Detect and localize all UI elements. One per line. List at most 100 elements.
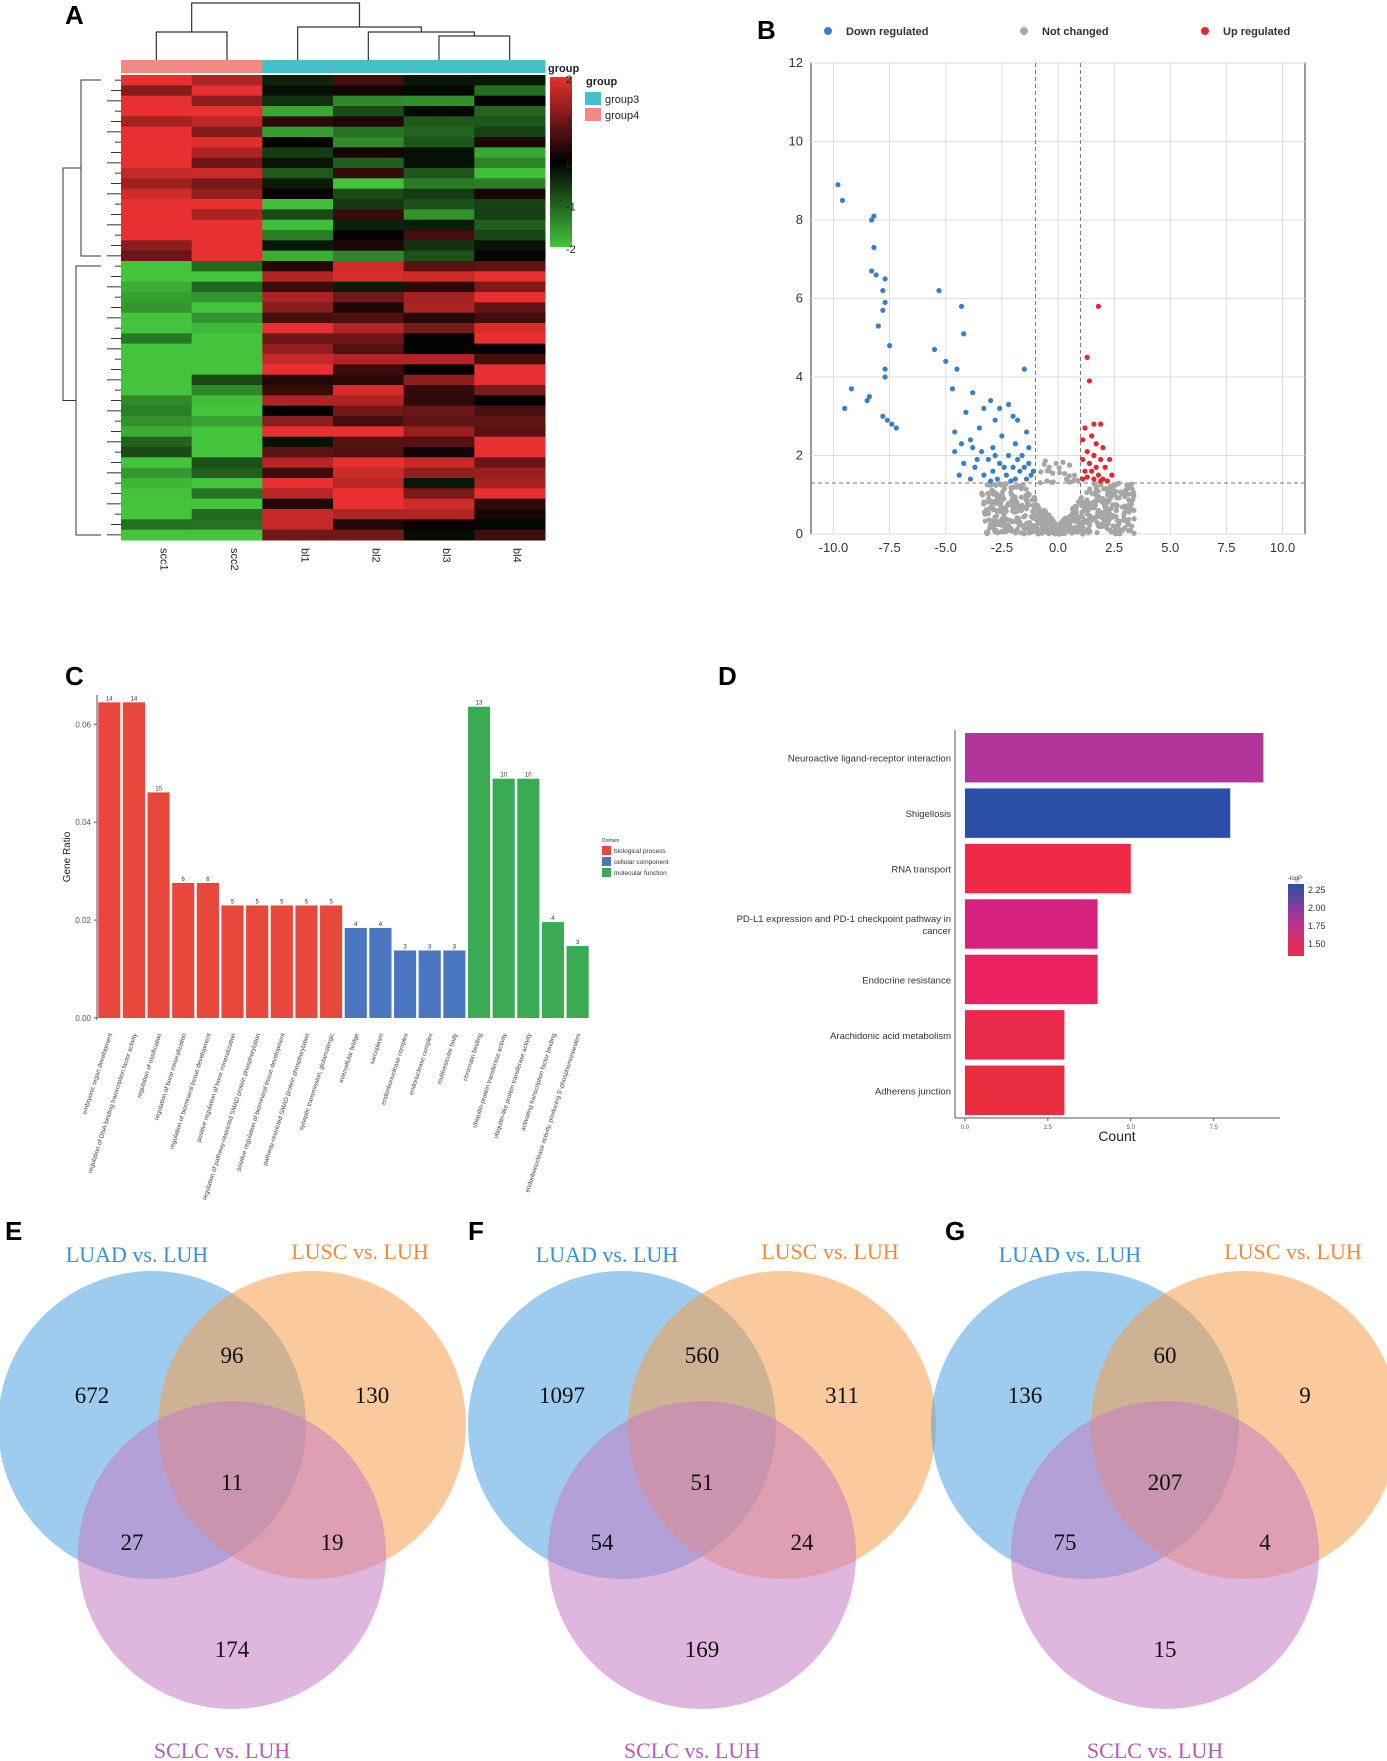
point-not-changed	[1117, 531, 1123, 537]
point-not-changed	[1041, 461, 1047, 467]
point-not-changed	[1061, 520, 1067, 526]
heatmap-cell	[121, 447, 193, 458]
point-up-regulated	[1107, 456, 1113, 463]
heatmap-cell	[474, 178, 546, 190]
heatmap-cell	[262, 395, 334, 407]
heatmap-cell	[191, 106, 263, 117]
point-up-regulated	[1100, 445, 1106, 451]
point-not-changed	[1121, 516, 1127, 522]
heatmap-cell	[403, 157, 475, 169]
heatmap-cell	[333, 405, 405, 417]
venn-count-lusc_only: 130	[355, 1383, 390, 1408]
point-not-changed	[1003, 481, 1009, 487]
grid	[811, 62, 1305, 535]
point-not-changed	[1063, 515, 1069, 521]
heatmap-cell	[333, 240, 405, 252]
point-down-regulated	[979, 448, 985, 455]
venn-count-lusc_sclc: 19	[321, 1530, 344, 1555]
heatmap-cell	[333, 157, 405, 169]
heatmap-cell	[121, 292, 193, 303]
heatmap-cell	[403, 488, 475, 500]
point-down-regulated	[988, 397, 994, 404]
point-down-regulated	[958, 303, 965, 309]
point-not-changed	[1000, 505, 1006, 511]
heatmap-cell	[403, 364, 475, 376]
heatmap-cell	[403, 116, 475, 128]
heatmap-cell	[403, 467, 475, 479]
point-up-regulated	[1098, 421, 1104, 427]
legend-entry: Not changed	[1042, 26, 1109, 38]
heatmap-cell	[262, 488, 334, 500]
legend-swatch	[602, 868, 611, 877]
point-down-regulated	[952, 448, 958, 455]
bar-data-label: 14	[106, 696, 113, 702]
point-up-regulated	[1091, 476, 1097, 482]
heatmap-cell	[262, 416, 334, 427]
venn-diagram-g: LUAD vs. LUH LUSC vs. LUH SCLC vs. LUH 136 9…	[931, 1239, 1387, 1761]
heatmap-cell	[403, 199, 475, 210]
heatmap-cell	[333, 95, 405, 107]
legend-swatch	[585, 92, 601, 105]
x-category-label: endoribonuclease complex	[380, 1032, 410, 1106]
point-not-changed	[981, 501, 987, 507]
point-not-changed	[1033, 522, 1039, 529]
point-up-regulated	[1098, 478, 1104, 484]
point-not-changed	[1101, 517, 1107, 523]
point-not-changed	[1098, 482, 1104, 488]
heatmap-cell	[333, 323, 405, 334]
point-not-changed	[1129, 523, 1135, 529]
point-down-regulated	[1017, 468, 1023, 474]
legend-entry: cellular component	[614, 859, 669, 866]
point-down-regulated	[1021, 366, 1027, 372]
point-up-regulated	[1089, 433, 1095, 439]
venn-count-sclc_only: 169	[685, 1637, 720, 1662]
heatmap-cell	[474, 374, 546, 386]
heatmap-cell	[121, 457, 193, 469]
bar-data-label: 4	[379, 922, 383, 928]
point-down-regulated	[1006, 401, 1012, 408]
heatmap-cell	[121, 529, 193, 541]
color-legend-title: -logP	[1288, 876, 1302, 882]
heatmap-cell	[262, 106, 334, 117]
heatmap-cell	[191, 364, 263, 376]
x-tick-label: 10.0	[1270, 540, 1295, 555]
point-down-regulated	[967, 476, 974, 482]
point-down-regulated	[1021, 464, 1027, 470]
heatmap-cell	[262, 178, 334, 190]
point-not-changed	[1030, 515, 1036, 521]
heatmap-cell	[474, 467, 546, 479]
heatmap-cell	[262, 374, 334, 386]
point-not-changed	[1050, 479, 1056, 485]
group-annotation-cell	[121, 60, 193, 73]
y-category-label: cancer	[922, 926, 951, 937]
heatmap-cell	[262, 354, 334, 365]
heatmap-cell	[191, 447, 263, 458]
bar	[964, 1065, 1065, 1115]
legend-entry: group3	[605, 94, 639, 106]
y-tick-label: 6	[796, 291, 803, 306]
heatmap-cell	[333, 281, 405, 293]
heatmap-cell	[191, 488, 263, 500]
panel-label-a: A	[65, 0, 84, 30]
point-not-changed	[1094, 530, 1100, 536]
point-not-changed	[1021, 514, 1027, 520]
point-down-regulated	[893, 425, 899, 431]
point-not-changed	[991, 526, 997, 533]
point-not-changed	[1085, 500, 1091, 506]
point-down-regulated	[992, 417, 998, 423]
point-down-regulated	[871, 213, 877, 219]
point-down-regulated	[882, 374, 888, 380]
group-annotation-cell	[474, 60, 546, 73]
venn-set-label: LUSC vs. LUH	[291, 1239, 429, 1264]
venn-set-label: LUSC vs. LUH	[761, 1239, 899, 1264]
heatmap-cell	[474, 219, 546, 231]
point-not-changed	[1089, 490, 1095, 496]
point-not-changed	[1096, 524, 1102, 530]
x-category-label: positive regulation of biomineral tissue…	[235, 1032, 286, 1172]
heatmap-cell	[403, 312, 475, 324]
heatmap-cell	[333, 385, 405, 396]
heatmap-cell	[403, 529, 475, 541]
point-down-regulated	[880, 307, 886, 313]
heatmap-cell	[403, 137, 475, 148]
heatmap-cell	[262, 240, 334, 252]
